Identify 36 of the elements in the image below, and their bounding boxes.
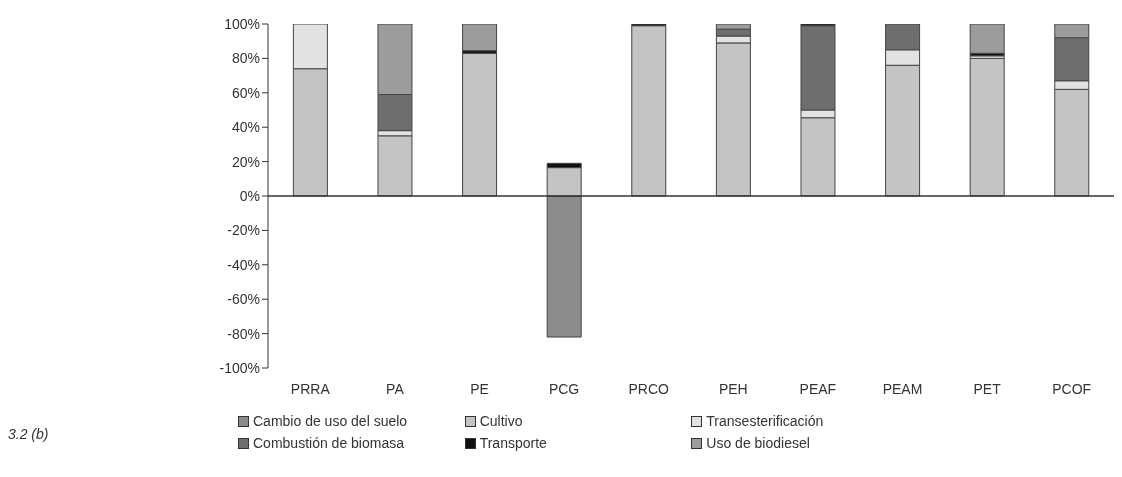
bar: [546, 195, 582, 338]
y-tick-label: -60%: [227, 291, 260, 308]
legend-label: Transporte: [479, 435, 547, 451]
y-tick-label: 80%: [231, 50, 260, 67]
legend-label: Cultivo: [479, 413, 523, 429]
bar: [631, 25, 667, 197]
text: 3.2 (b): [8, 426, 49, 442]
bar: [546, 167, 582, 197]
y-tick-label: 40%: [231, 119, 260, 136]
x-tick-label: PEH: [718, 380, 748, 397]
x-tick-label: PCG: [548, 380, 580, 397]
bar: [969, 24, 1005, 54]
y-tick-label: -80%: [227, 325, 260, 342]
bar: [377, 135, 413, 197]
legend-label: Combustión de biomasa: [253, 435, 404, 451]
bar: [462, 24, 498, 52]
x-tick-label: PEAF: [799, 380, 837, 397]
x-tick-label: PRCO: [628, 380, 670, 397]
y-tick-label: 20%: [231, 153, 260, 170]
x-tick-label: PA: [386, 380, 405, 397]
y-tick-label: -20%: [227, 222, 260, 239]
y-tick-label: 100%: [224, 15, 260, 32]
bar: [969, 57, 1005, 197]
x-tick-label: PCOF: [1052, 380, 1092, 397]
bar: [462, 52, 498, 197]
legend-label: Transesterificación: [706, 413, 824, 429]
y-tick-label: -40%: [227, 256, 260, 273]
x-tick-label: PET: [973, 380, 1002, 397]
y-tick-label: 0%: [239, 187, 260, 204]
y-tick-label: 60%: [231, 84, 260, 101]
x-tick-label: PE: [470, 380, 489, 397]
x-tick-label: PRRA: [290, 380, 331, 397]
legend-label: Cambio de uso del suelo: [253, 413, 408, 429]
x-tick-label: PEAM: [882, 380, 923, 397]
legend-label: Uso de biodiesel: [706, 435, 810, 451]
y-tick-label: -100%: [219, 359, 260, 376]
